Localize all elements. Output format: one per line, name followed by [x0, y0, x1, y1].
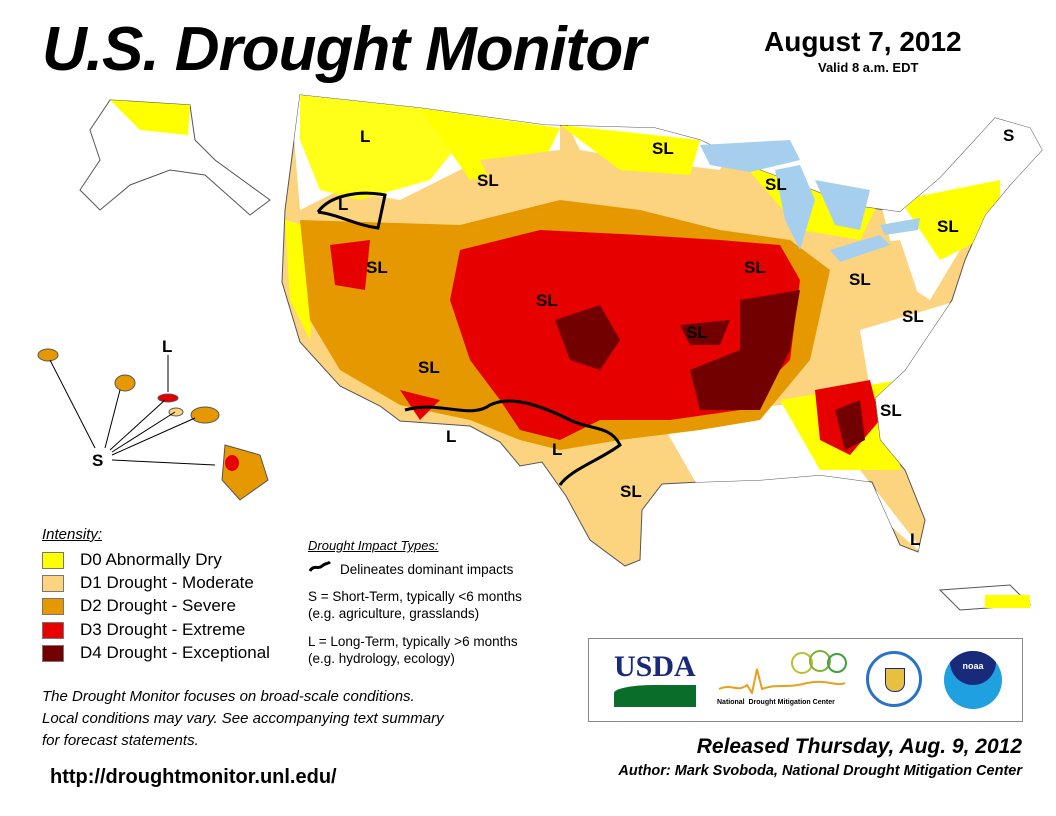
- label-mi: SL: [765, 175, 787, 194]
- legend-swatch: [42, 621, 64, 639]
- impact-boundary-line: [316, 191, 387, 230]
- label-tx-l: L: [552, 440, 562, 459]
- usda-logo-text: USDA: [614, 650, 696, 683]
- legend-label: D4 Drought - Exceptional: [80, 643, 270, 662]
- legend-item-d1: D1 Drought - Moderate: [42, 573, 254, 593]
- legend-item-d4: D4 Drought - Exceptional: [42, 643, 270, 663]
- valid-time: Valid 8 a.m. EDT: [818, 60, 919, 75]
- label-nm: L: [446, 427, 456, 446]
- legend-swatch: [42, 574, 64, 592]
- legend-item-d2: D2 Drought - Severe: [42, 596, 236, 616]
- label-nd: SL: [652, 139, 674, 158]
- hawaii: [37, 348, 269, 501]
- impact-line-icon: [308, 560, 332, 572]
- lake-michigan: [775, 165, 815, 250]
- drought-map: L L SL SL SL SL SL L L SL SL SL SL SL SL…: [37, 94, 1043, 611]
- note-line: The Drought Monitor focuses on broad-sca…: [42, 688, 415, 705]
- label-az: SL: [418, 358, 440, 377]
- noaa-logo-text: noaa: [950, 651, 996, 685]
- impact-long-term-examples: (e.g. hydrology, ecology): [308, 651, 455, 666]
- ndmc-logo: National Drought Mitigation Center: [717, 649, 847, 709]
- label-co: SL: [536, 291, 558, 310]
- legend-label: D2 Drought - Severe: [80, 596, 236, 615]
- legend-swatch: [42, 644, 64, 662]
- ndmc-logo-text: National Drought Mitigation Center: [717, 699, 835, 706]
- lake-huron: [815, 180, 870, 230]
- legend-swatch: [42, 597, 64, 615]
- legend-title: Intensity:: [42, 526, 103, 543]
- label-me: S: [1003, 126, 1014, 145]
- impact-short-term: S = Short-Term, typically <6 months: [308, 589, 522, 604]
- note-line: Local conditions may vary. See accompany…: [42, 710, 444, 727]
- website-link[interactable]: http://droughtmonitor.unl.edu/: [50, 766, 337, 788]
- label-wa: L: [338, 195, 348, 214]
- author: Author: Mark Svoboda, National Drought M…: [618, 763, 1022, 779]
- label-nv: SL: [366, 258, 388, 277]
- impact-types-title: Drought Impact Types:: [308, 538, 439, 553]
- noaa-logo: noaa: [944, 651, 1002, 709]
- usda-logo: USDA: [614, 650, 696, 707]
- label-tx-sl: SL: [620, 482, 642, 501]
- label-oh: SL: [849, 270, 871, 289]
- impact-long-term: L = Long-Term, typically >6 months: [308, 634, 518, 649]
- impact-line-label: Delineates dominant impacts: [340, 562, 514, 577]
- partner-logos: USDA National Drought Mitigation Center …: [588, 638, 1023, 722]
- note-line: for forecast statements.: [42, 732, 199, 749]
- legend-swatch: [42, 551, 64, 569]
- alaska: [79, 99, 271, 216]
- disclaimer-note: The Drought Monitor focuses on broad-sca…: [42, 686, 444, 752]
- legend-label: D1 Drought - Moderate: [80, 573, 254, 592]
- label-fl: L: [910, 530, 920, 549]
- commerce-seal: [866, 651, 922, 707]
- label-mt: SL: [477, 171, 499, 190]
- label-mo: SL: [686, 323, 708, 342]
- label-id: L: [360, 127, 370, 146]
- label-va: SL: [902, 307, 924, 326]
- impact-boundary-line: [404, 399, 622, 486]
- legend-item-d0: D0 Abnormally Dry: [42, 550, 222, 570]
- alaska-d0: [110, 100, 190, 135]
- page-title: U.S. Drought Monitor: [42, 15, 646, 84]
- label-ga: SL: [880, 401, 902, 420]
- puerto-rico-d0: [985, 595, 1030, 608]
- legend-item-d3: D3 Drought - Extreme: [42, 620, 245, 640]
- lake-erie: [830, 235, 890, 262]
- legend-label: D3 Drought - Extreme: [80, 620, 246, 639]
- conus-drought-areas: L L SL SL SL SL SL L L SL SL SL SL SL SL…: [37, 94, 1043, 611]
- lake-ontario: [880, 218, 920, 235]
- lake-superior: [700, 140, 800, 172]
- label-ia: SL: [744, 258, 766, 277]
- label-ny: SL: [937, 217, 959, 236]
- map-date: August 7, 2012: [764, 26, 962, 57]
- label-hi-s: S: [92, 451, 103, 470]
- impact-short-term-examples: (e.g. agriculture, grasslands): [308, 606, 480, 621]
- label-hi-l: L: [162, 337, 172, 356]
- legend-label: D0 Abnormally Dry: [80, 550, 222, 569]
- release-date: Released Thursday, Aug. 9, 2012: [696, 735, 1022, 758]
